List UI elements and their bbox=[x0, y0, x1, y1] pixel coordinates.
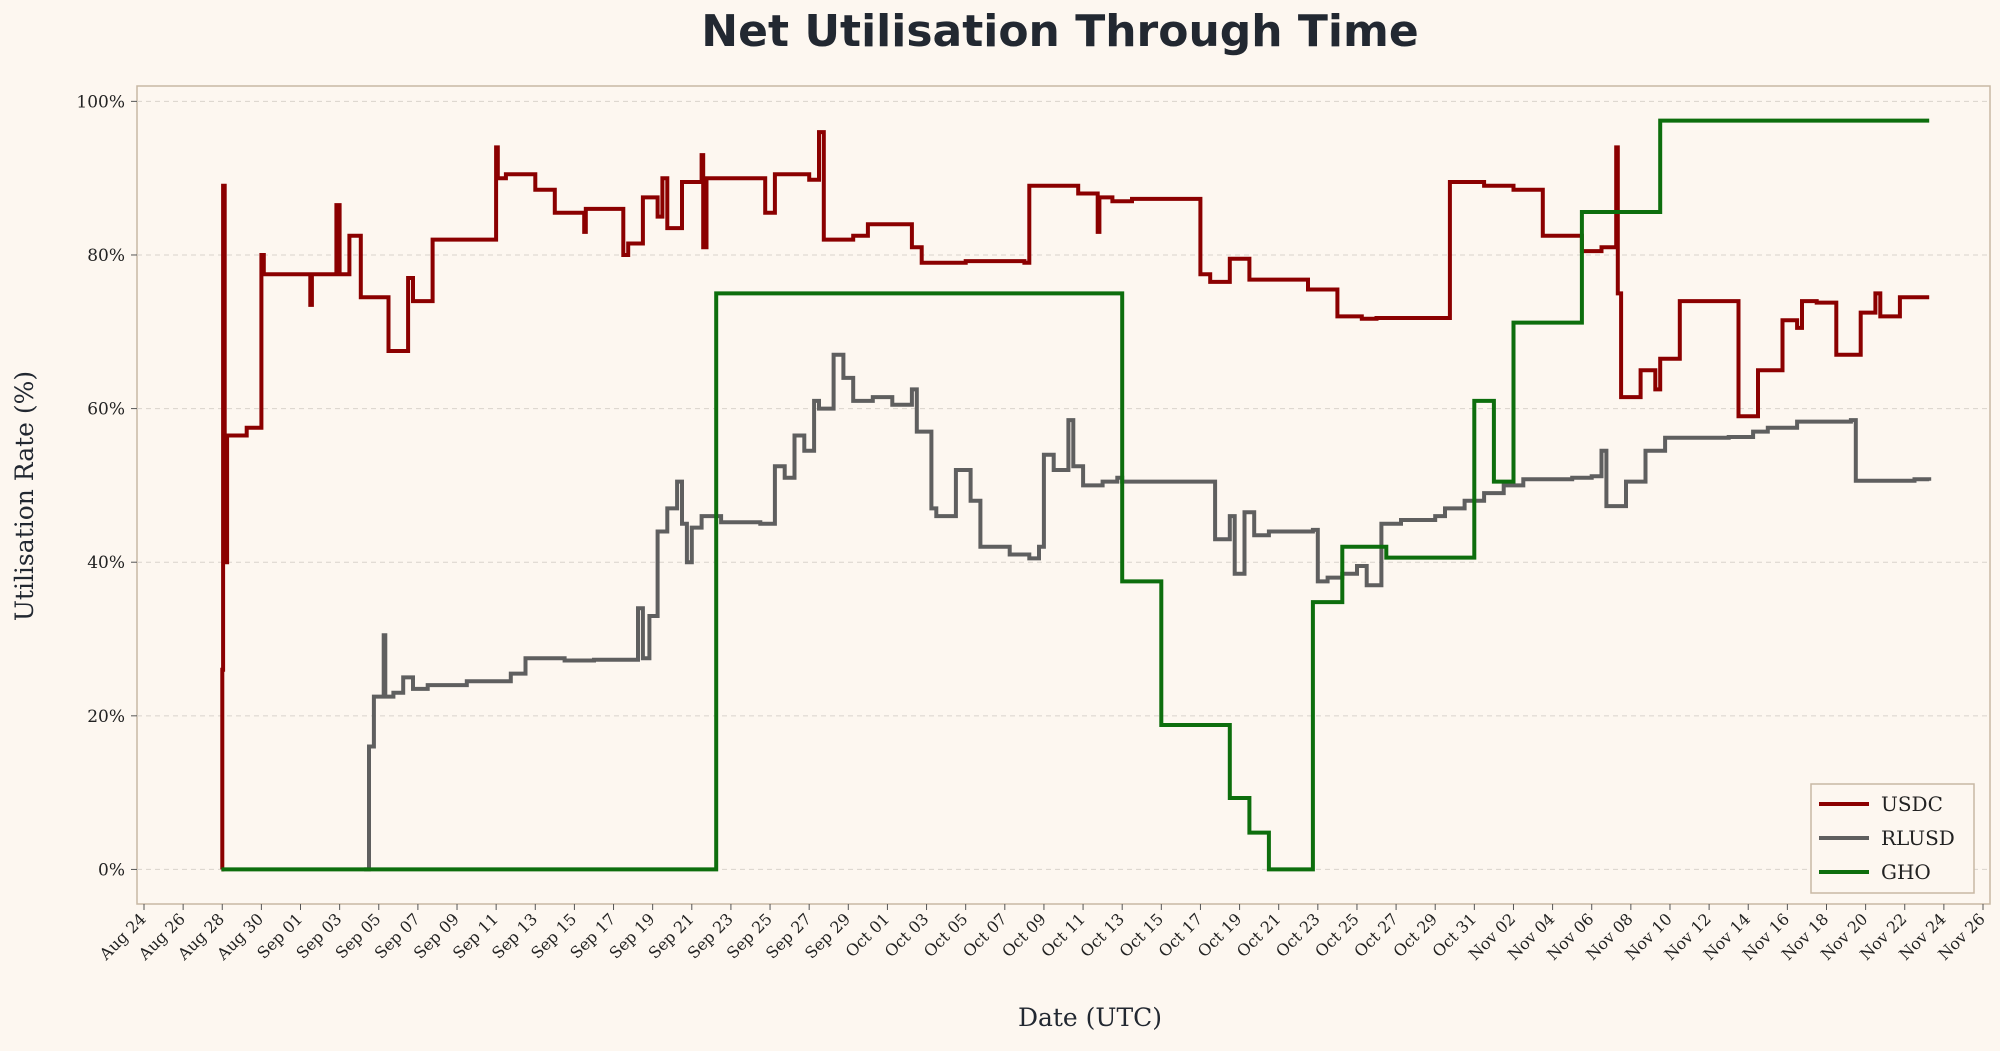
legend-label-usdc: USDC bbox=[1881, 792, 1943, 816]
series-lines bbox=[220, 118, 1932, 872]
series-line-gho bbox=[221, 118, 1930, 872]
x-axis-label: Date (UTC) bbox=[1018, 1003, 1162, 1032]
y-axis: 0% 20% 40% 60% 80% 100% bbox=[76, 92, 137, 880]
plot-area bbox=[136, 85, 1991, 905]
plot-border bbox=[136, 85, 1991, 905]
y-tick-label: 20% bbox=[87, 707, 125, 727]
y-tick-label: 60% bbox=[87, 400, 125, 420]
y-tick-label: 40% bbox=[87, 553, 125, 573]
y-tick-label: 80% bbox=[87, 246, 125, 266]
legend-label-rlusd: RLUSD bbox=[1881, 826, 1955, 850]
legend: USDC RLUSD GHO bbox=[1810, 783, 1975, 894]
series-line-rlusd bbox=[364, 352, 1932, 872]
y-tick-label: 100% bbox=[76, 92, 125, 112]
chart-title: Net Utilisation Through Time bbox=[701, 6, 1418, 57]
legend-label-gho: GHO bbox=[1881, 860, 1931, 884]
series-line-usdc bbox=[220, 130, 1930, 872]
y-tick-label: 0% bbox=[98, 860, 125, 880]
y-axis-label: Utilisation Rate (%) bbox=[10, 371, 39, 621]
